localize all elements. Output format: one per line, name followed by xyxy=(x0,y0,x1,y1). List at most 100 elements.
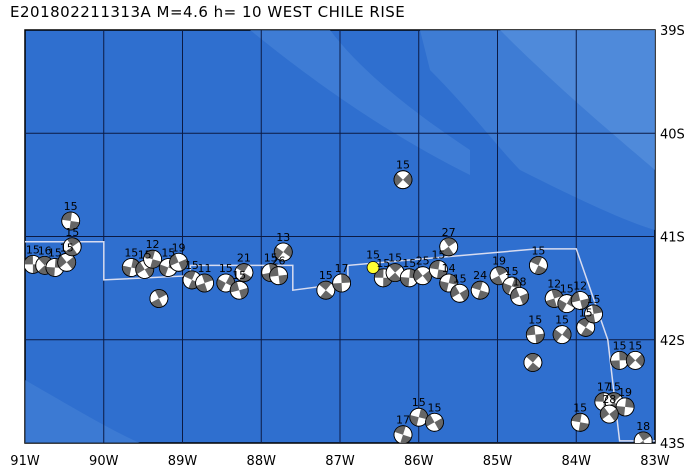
event-depth-label: 15 xyxy=(232,269,246,282)
focal-mechanism xyxy=(316,280,336,300)
focal-mechanism xyxy=(584,304,603,324)
event-depth-label: 15 xyxy=(579,306,593,319)
event-depth-label: 15 xyxy=(396,159,410,172)
focal-mechanism xyxy=(393,425,413,443)
main-event-marker xyxy=(366,261,380,274)
event-depth-label: 15 xyxy=(376,257,390,270)
event-depth-label: 17 xyxy=(597,381,611,394)
event-depth-label: 15 xyxy=(573,401,587,414)
event-depth-label: 26 xyxy=(272,255,286,268)
longitude-label: 84W xyxy=(562,454,592,469)
event-depth-label: 17 xyxy=(335,262,349,275)
event-depth-label: 28 xyxy=(602,393,616,406)
event-depth-label: 25 xyxy=(416,255,430,268)
event-depth-label: 14 xyxy=(442,262,456,275)
event-depth-label: 12 xyxy=(573,280,587,293)
event-depth-label: 15 xyxy=(161,246,175,259)
focal-mechanism xyxy=(599,404,619,424)
focal-mechanism xyxy=(552,325,572,345)
focal-mechanism xyxy=(61,211,81,231)
longitude-labels: 91W 90W 89W 88W 87W 86W 85W 84W 83W xyxy=(10,454,670,469)
focal-mechanism xyxy=(269,266,289,286)
event-depth-label: 15 xyxy=(428,401,442,414)
event-depth-label: 15 xyxy=(431,249,445,262)
event-depth-label: 15 xyxy=(64,200,78,213)
focal-mechanism xyxy=(428,260,448,279)
focal-mechanism xyxy=(570,291,590,310)
event-depth-label: 15 xyxy=(138,249,152,262)
event-depth-label: 19 xyxy=(618,386,632,399)
event-depth-label: 18 xyxy=(513,275,527,288)
event-depth-label: 11 xyxy=(198,262,212,275)
focal-mechanism xyxy=(57,252,77,272)
event-depth-label: 15 xyxy=(185,259,199,272)
event-depth-label: 21 xyxy=(237,252,251,265)
event-depth-label: 15 xyxy=(555,314,569,327)
event-depth-label: 15 xyxy=(65,226,79,239)
focal-mechanism xyxy=(525,325,545,345)
event-depth-label: 15 xyxy=(26,243,40,256)
focal-mechanism xyxy=(385,263,405,283)
latitude-label: 41S xyxy=(660,231,685,246)
event-depth-label: 15 xyxy=(412,396,426,409)
focal-mechanism xyxy=(610,350,629,370)
latitude-label: 39S xyxy=(660,24,685,39)
focal-mechanism xyxy=(570,412,590,432)
latitude-labels: 39S 40S 41S 42S 43S xyxy=(660,24,685,452)
event-depth-label: 12 xyxy=(547,277,561,290)
graticule xyxy=(25,30,655,443)
focal-mechanism xyxy=(229,280,249,300)
event-depth-label: 16 xyxy=(38,244,52,257)
focal-mechanism xyxy=(450,283,470,303)
longitude-label: 88W xyxy=(247,454,277,469)
longitude-label: 90W xyxy=(89,454,119,469)
event-depth-label: 15 xyxy=(453,272,467,285)
event-depth-label: 15 xyxy=(531,244,545,257)
event-depth-label: 15 xyxy=(587,293,601,306)
longitude-label: 91W xyxy=(10,454,40,469)
focal-mechanism xyxy=(523,353,543,372)
focal-mechanisms xyxy=(25,170,653,443)
focal-mechanism xyxy=(393,170,413,190)
event-depth-label: 15 xyxy=(264,252,278,265)
latitude-label: 43S xyxy=(660,437,685,452)
focal-mechanism xyxy=(439,237,459,257)
event-depth-label: 17 xyxy=(396,414,410,427)
focal-mechanism xyxy=(625,350,645,370)
focal-mechanism xyxy=(273,242,293,262)
event-depth-label: 15 xyxy=(124,246,138,259)
focal-mechanism xyxy=(529,255,548,275)
event-depth-label: 12 xyxy=(146,238,160,251)
event-depth-label: 15 xyxy=(505,265,519,278)
focal-mechanism xyxy=(195,273,215,293)
event-depth-label: 15 xyxy=(319,269,333,282)
bathymetry-shading xyxy=(25,30,655,443)
event-depth-label: 24 xyxy=(473,269,487,282)
event-depth-label: 15 xyxy=(219,262,233,275)
event-depth-label: 19 xyxy=(492,255,506,268)
longitude-label: 85W xyxy=(483,454,513,469)
focal-mechanism xyxy=(633,431,653,443)
longitude-label: 87W xyxy=(325,454,355,469)
latitude-label: 42S xyxy=(660,334,685,349)
longitude-label: 83W xyxy=(640,454,670,469)
longitude-label: 89W xyxy=(168,454,198,469)
longitude-label: 86W xyxy=(404,454,434,469)
focal-mechanism xyxy=(234,263,254,283)
event-depth-label: 15 xyxy=(388,252,402,265)
event-depth-label: 19 xyxy=(172,241,186,254)
main-event-label: 15 xyxy=(366,248,380,261)
focal-mechanism xyxy=(510,286,529,306)
focal-mechanism xyxy=(143,249,163,269)
event-depth-label: 15 xyxy=(607,381,621,394)
event-title: E201802211313A M=4.6 h= 10 WEST CHILE RI… xyxy=(10,3,406,21)
focal-mechanism xyxy=(62,237,82,257)
event-depth-label: 18 xyxy=(636,420,650,433)
focal-mechanism xyxy=(615,397,635,417)
map-frame xyxy=(24,29,656,444)
event-depth-label: 15 xyxy=(628,339,642,352)
event-depth-label: 15 xyxy=(60,241,74,254)
focal-mechanism xyxy=(332,273,352,293)
